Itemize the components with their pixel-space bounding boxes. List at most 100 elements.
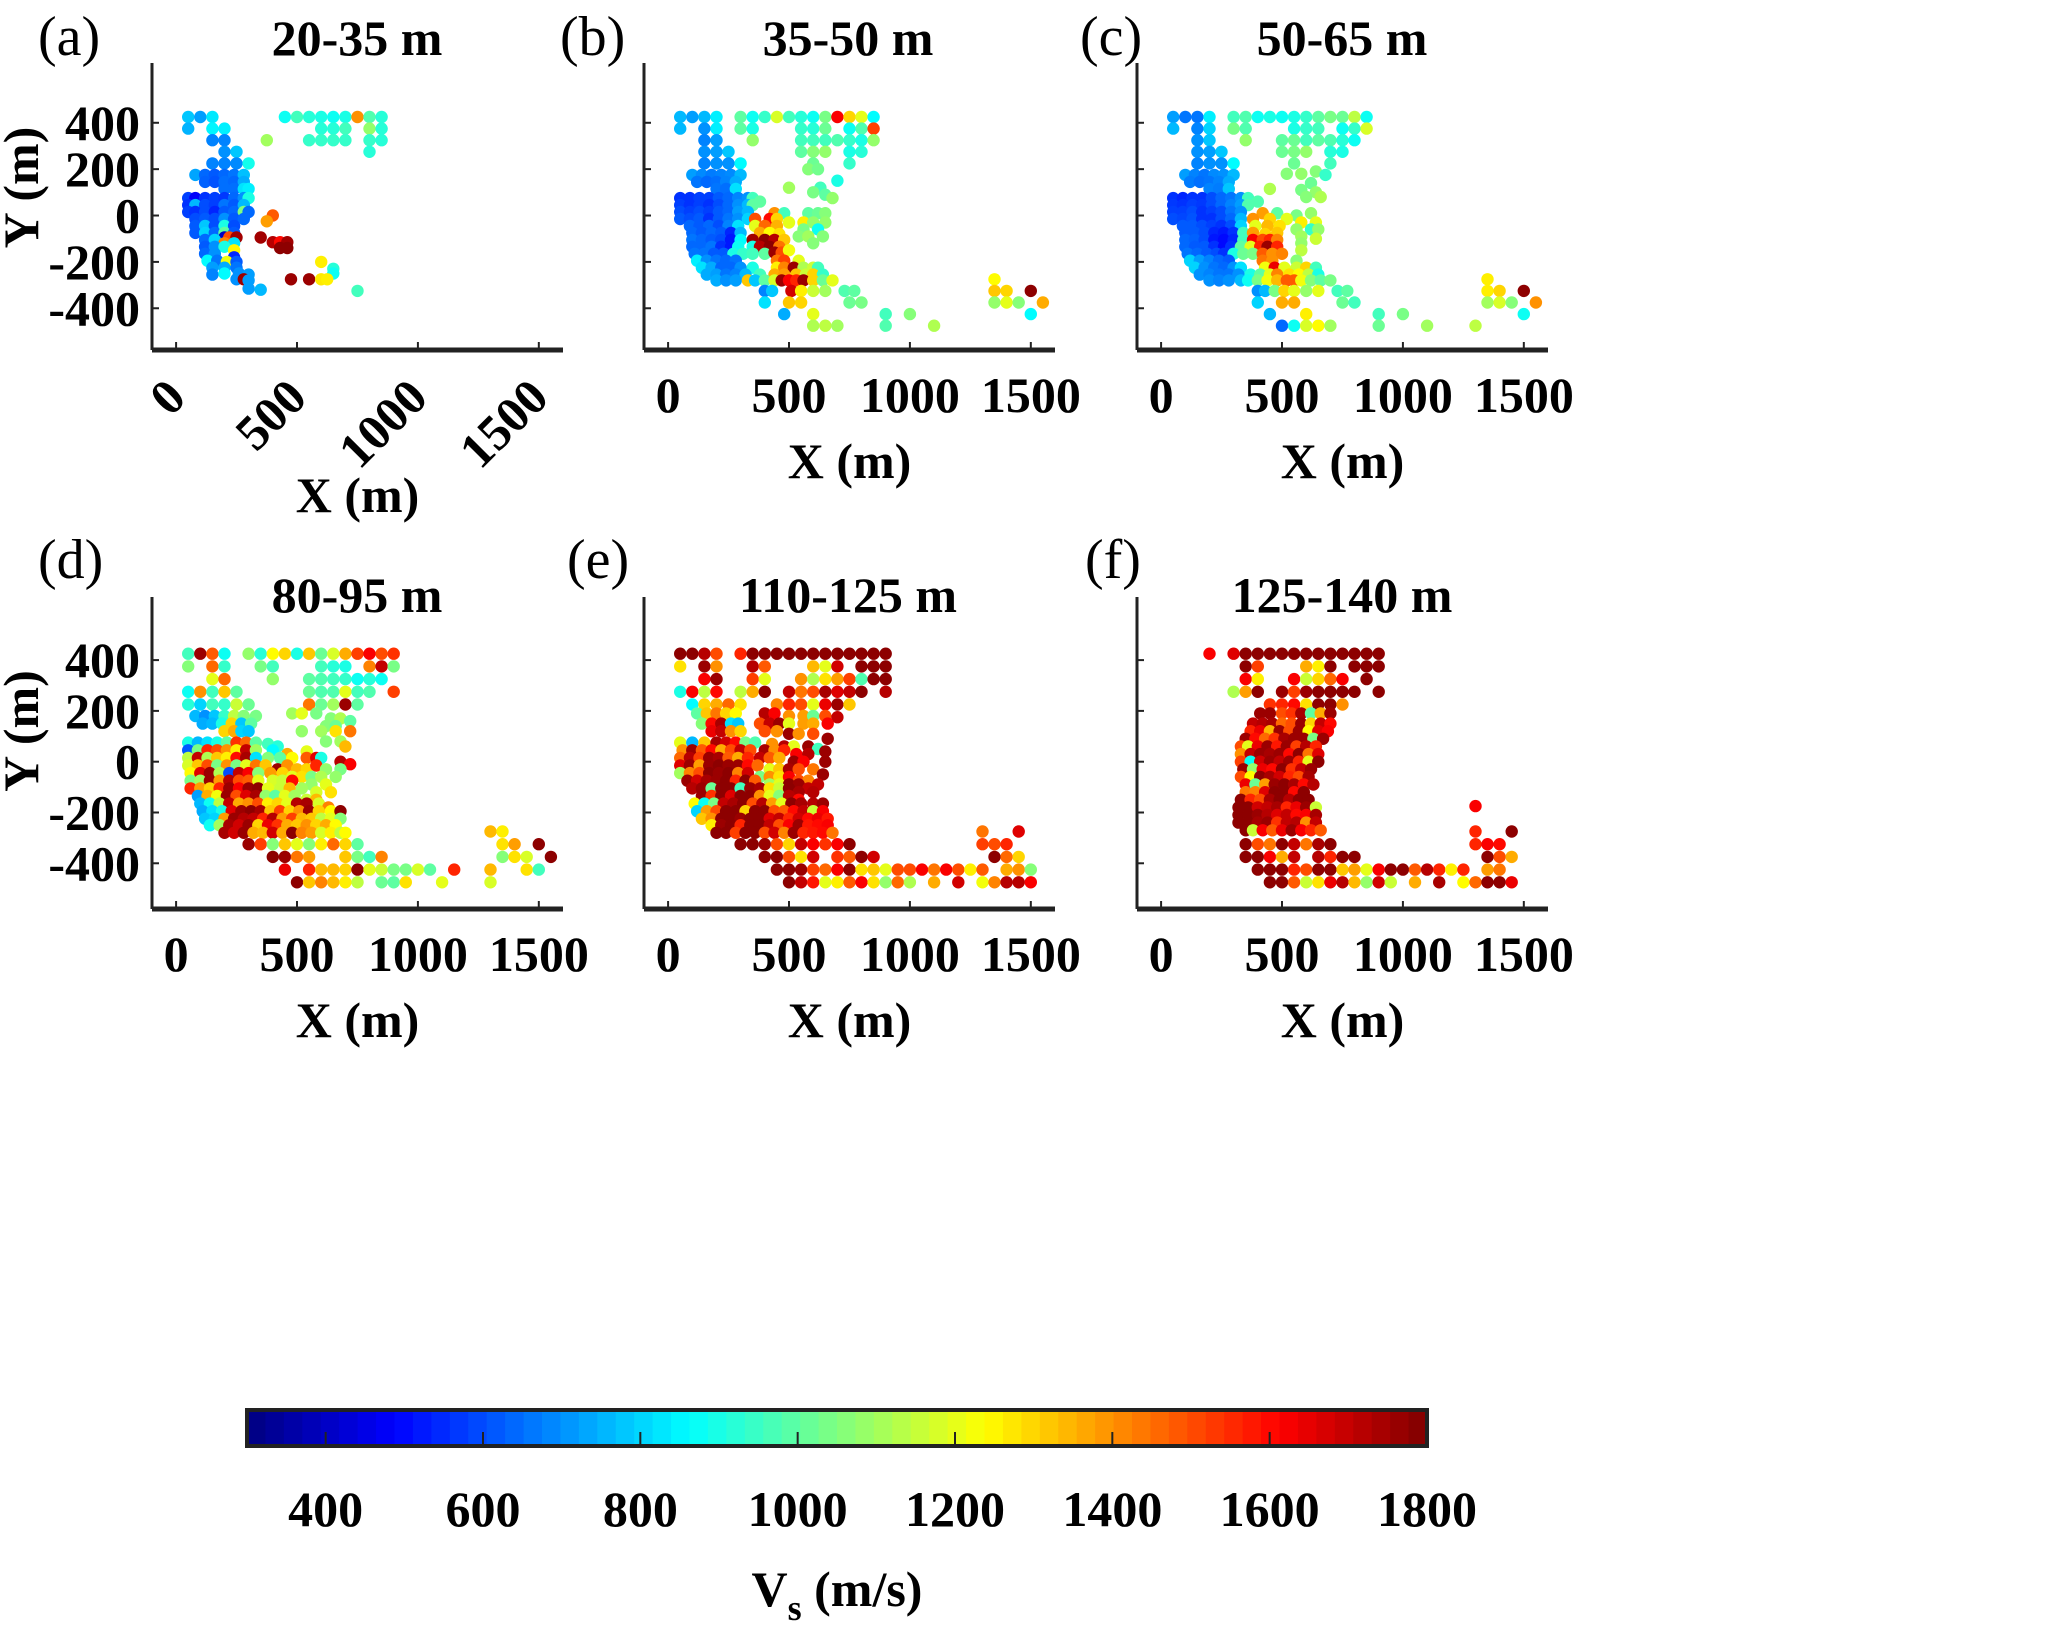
data-point [339, 740, 352, 753]
data-point [1012, 876, 1025, 889]
y-tick-label: 0 [115, 734, 140, 790]
data-point [329, 770, 342, 784]
data-point [770, 725, 784, 738]
colorbar-segment [1095, 1410, 1115, 1446]
data-point [758, 247, 771, 260]
data-point [1312, 660, 1325, 673]
y-tick-label: 0 [115, 188, 140, 244]
colorbar-segment [468, 1410, 488, 1446]
data-point [227, 182, 241, 196]
data-point [310, 707, 323, 720]
panel-title: 35-50 m [763, 10, 934, 66]
data-point [1285, 824, 1298, 837]
data-point [1348, 134, 1361, 147]
data-point [1300, 863, 1313, 876]
colorbar-segment [505, 1410, 525, 1446]
colorbar-segment [910, 1410, 930, 1446]
panel-letter: (c) [1080, 6, 1142, 68]
data-point [1481, 863, 1494, 876]
data-point [807, 307, 820, 321]
panel-letter: (b) [560, 6, 625, 68]
data-point [344, 758, 357, 771]
data-point [1285, 707, 1298, 720]
data-point [807, 186, 820, 199]
data-point [375, 122, 388, 135]
data-point [1300, 307, 1313, 321]
data-point [700, 175, 713, 189]
data-point [194, 647, 207, 660]
data-point [1246, 824, 1260, 837]
data-point [821, 717, 834, 730]
data-point [1287, 838, 1301, 851]
data-point [256, 826, 270, 839]
data-point [363, 647, 376, 660]
data-point [327, 698, 340, 711]
data-point [1469, 799, 1482, 813]
data-point [290, 838, 304, 851]
data-point [1336, 850, 1349, 864]
data-point [344, 714, 357, 728]
data-point [1300, 122, 1313, 135]
data-point [1215, 145, 1228, 158]
panel-letter: (e) [567, 529, 629, 591]
data-point [879, 319, 892, 332]
data-point [315, 134, 328, 147]
data-point [315, 725, 328, 738]
data-point [690, 707, 704, 720]
data-point [758, 707, 771, 720]
data-point [1239, 660, 1252, 673]
data-point [1493, 296, 1506, 309]
colorbar-segment [1297, 1410, 1317, 1446]
data-point [423, 863, 437, 876]
colorbar-segment [376, 1410, 396, 1446]
data-point [302, 863, 316, 876]
data-point [794, 838, 808, 851]
data-point [1493, 850, 1506, 864]
data-point [1295, 707, 1308, 720]
data-point [710, 647, 723, 660]
data-point [1324, 838, 1337, 851]
data-point [719, 707, 733, 720]
data-point [208, 175, 221, 189]
data-point [1012, 863, 1025, 876]
data-point [1312, 647, 1325, 660]
data-point [792, 763, 805, 776]
data-point [1300, 685, 1313, 698]
data-point [387, 876, 400, 889]
data-point [1295, 244, 1308, 257]
data-point [794, 296, 808, 309]
data-point [278, 863, 292, 876]
data-point [807, 110, 820, 124]
data-point [1309, 232, 1323, 245]
data-point [794, 284, 808, 298]
data-point [1517, 307, 1531, 321]
data-point [321, 273, 334, 286]
data-point [1251, 296, 1265, 309]
data-point [1304, 824, 1318, 837]
data-point [1263, 647, 1277, 660]
data-point [327, 672, 340, 686]
data-point [302, 698, 316, 711]
data-point [1295, 167, 1308, 180]
data-point [206, 698, 219, 711]
data-point [1012, 825, 1025, 838]
data-point [794, 672, 808, 686]
data-point [831, 838, 844, 851]
data-point [1227, 157, 1240, 170]
data-point [1000, 838, 1013, 851]
data-point [794, 698, 808, 711]
data-point [339, 660, 352, 673]
data-point [782, 181, 796, 194]
data-point [1275, 110, 1289, 124]
data-point [724, 725, 738, 738]
data-point [206, 122, 219, 135]
data-point [387, 863, 400, 876]
data-point [734, 725, 747, 738]
data-point [1336, 110, 1349, 124]
data-point [807, 838, 820, 851]
data-point [1251, 274, 1265, 287]
data-point [867, 110, 880, 124]
data-point [363, 660, 376, 673]
data-point [242, 725, 255, 738]
data-point [976, 876, 989, 889]
